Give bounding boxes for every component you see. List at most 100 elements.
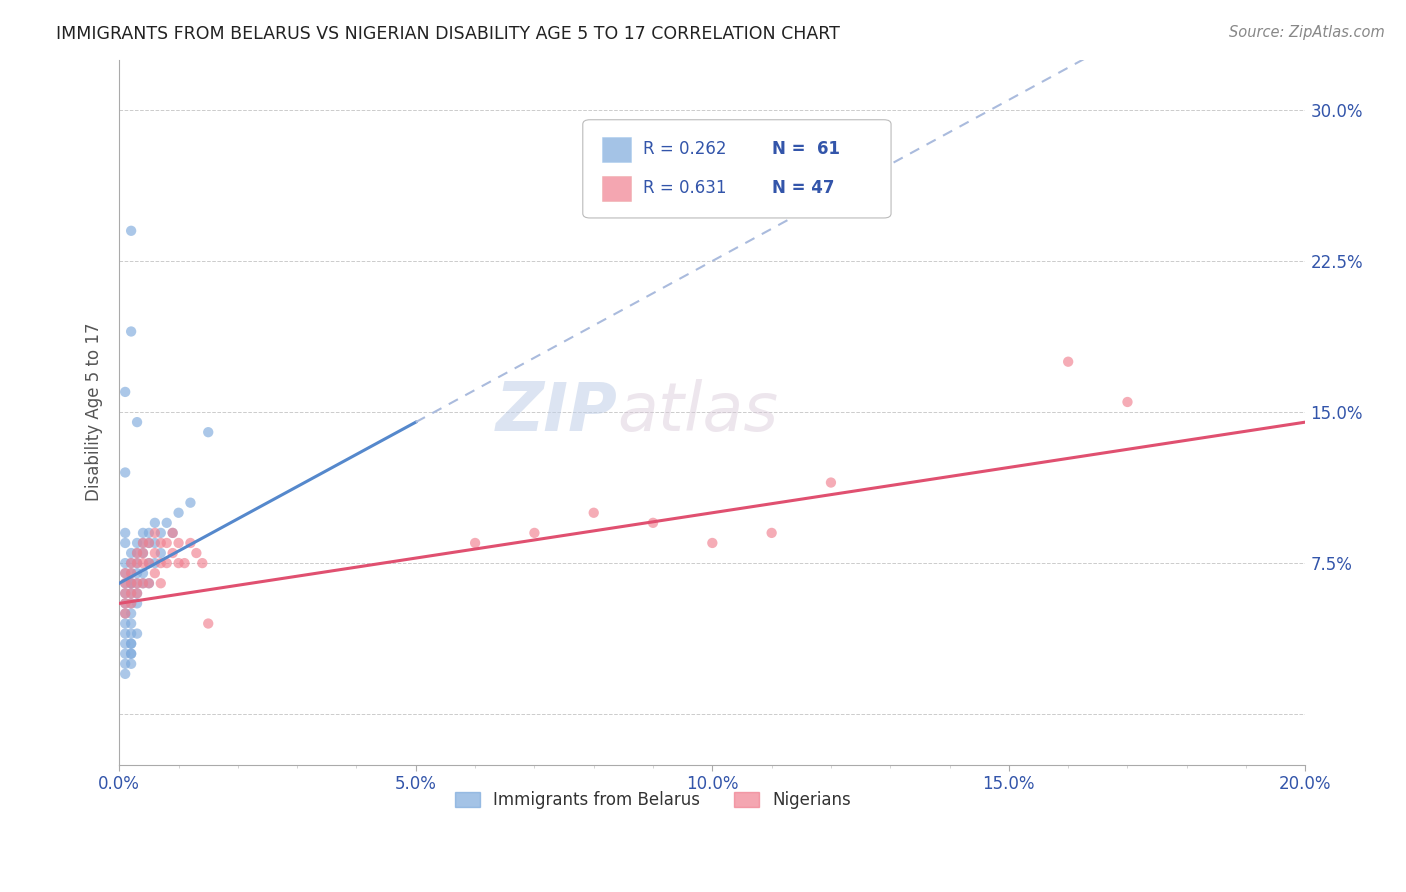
Point xyxy=(143,516,166,530)
Point xyxy=(120,637,142,651)
Point xyxy=(114,596,136,610)
Point xyxy=(125,566,148,581)
Point xyxy=(120,657,142,671)
Point xyxy=(120,586,142,600)
Point xyxy=(120,556,142,570)
Point xyxy=(120,576,142,591)
Text: Source: ZipAtlas.com: Source: ZipAtlas.com xyxy=(1229,25,1385,40)
Point xyxy=(761,525,783,540)
Legend: Immigrants from Belarus, Nigerians: Immigrants from Belarus, Nigerians xyxy=(449,785,858,816)
Point xyxy=(132,556,155,570)
Point xyxy=(114,466,136,480)
Point xyxy=(197,425,219,440)
Point xyxy=(464,536,486,550)
Point xyxy=(162,525,184,540)
Point xyxy=(143,536,166,550)
Point xyxy=(114,576,136,591)
Text: N =  61: N = 61 xyxy=(772,140,841,158)
Point xyxy=(523,525,546,540)
Point xyxy=(143,525,166,540)
Point xyxy=(125,546,148,560)
Point xyxy=(149,536,172,550)
Point xyxy=(114,536,136,550)
Point xyxy=(125,586,148,600)
Point xyxy=(120,556,142,570)
Point xyxy=(114,566,136,581)
Point xyxy=(125,576,148,591)
Point xyxy=(125,415,148,429)
Point xyxy=(156,556,179,570)
Point xyxy=(120,576,142,591)
Point xyxy=(120,596,142,610)
Point xyxy=(125,556,148,570)
Point xyxy=(132,546,155,560)
Text: ZIP: ZIP xyxy=(495,379,617,445)
Point xyxy=(125,546,148,560)
Point xyxy=(132,536,155,550)
Text: R = 0.631: R = 0.631 xyxy=(643,179,727,197)
Point xyxy=(132,546,155,560)
Y-axis label: Disability Age 5 to 17: Disability Age 5 to 17 xyxy=(86,323,103,501)
Point xyxy=(120,325,142,339)
Point xyxy=(114,566,136,581)
Point xyxy=(120,546,142,560)
Point xyxy=(641,516,664,530)
Point xyxy=(167,556,190,570)
Point xyxy=(132,525,155,540)
Point xyxy=(114,586,136,600)
Point xyxy=(197,616,219,631)
Point xyxy=(156,516,179,530)
Point xyxy=(820,475,842,490)
Point xyxy=(167,506,190,520)
Point xyxy=(149,525,172,540)
Point xyxy=(114,576,136,591)
Point xyxy=(125,596,148,610)
Point xyxy=(143,566,166,581)
Point xyxy=(149,556,172,570)
Text: R = 0.262: R = 0.262 xyxy=(643,140,727,158)
Point xyxy=(149,576,172,591)
Point xyxy=(114,657,136,671)
Point xyxy=(1057,354,1080,368)
Point xyxy=(138,576,160,591)
Point xyxy=(138,556,160,570)
Point xyxy=(173,556,195,570)
Point xyxy=(1116,395,1139,409)
Point xyxy=(186,546,208,560)
Point xyxy=(114,586,136,600)
Point xyxy=(120,616,142,631)
Point xyxy=(114,637,136,651)
Point xyxy=(120,637,142,651)
Point xyxy=(120,224,142,238)
Point xyxy=(138,525,160,540)
Text: atlas: atlas xyxy=(617,379,779,445)
Point xyxy=(143,556,166,570)
Point xyxy=(125,586,148,600)
Point xyxy=(120,576,142,591)
Point xyxy=(125,626,148,640)
Point xyxy=(114,626,136,640)
Point xyxy=(120,566,142,581)
Point xyxy=(120,647,142,661)
Point xyxy=(138,576,160,591)
Point xyxy=(179,496,201,510)
Point xyxy=(702,536,724,550)
Point xyxy=(162,525,184,540)
Point xyxy=(191,556,214,570)
Point xyxy=(120,566,142,581)
Text: IMMIGRANTS FROM BELARUS VS NIGERIAN DISABILITY AGE 5 TO 17 CORRELATION CHART: IMMIGRANTS FROM BELARUS VS NIGERIAN DISA… xyxy=(56,25,841,43)
Point xyxy=(120,586,142,600)
Point xyxy=(149,546,172,560)
Point xyxy=(138,536,160,550)
Point xyxy=(114,384,136,399)
Point xyxy=(114,525,136,540)
Point xyxy=(114,607,136,621)
Point xyxy=(120,596,142,610)
Point xyxy=(114,607,136,621)
Point xyxy=(138,536,160,550)
Point xyxy=(156,536,179,550)
Point xyxy=(120,607,142,621)
Point xyxy=(125,576,148,591)
Point xyxy=(582,506,605,520)
Point xyxy=(132,566,155,581)
